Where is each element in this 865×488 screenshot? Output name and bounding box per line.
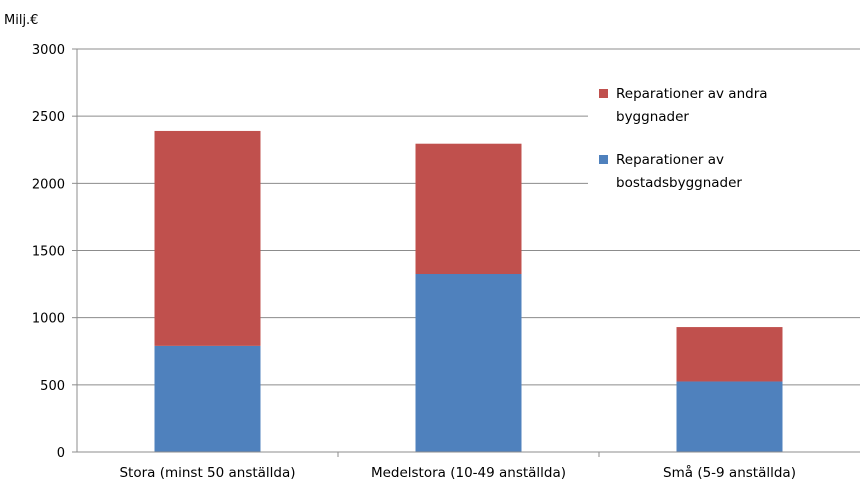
- y-tick-label: 2500: [32, 110, 65, 125]
- y-unit-label: Milj.€: [4, 13, 38, 28]
- bar-segment-andra-byggnader: [154, 130, 261, 346]
- bar-segment-bostadsbyggnader: [415, 274, 522, 452]
- legend-swatch: [599, 155, 608, 164]
- legend-label: byggnader: [616, 109, 689, 125]
- y-tick-label: 0: [57, 446, 65, 461]
- bar-segment-andra-byggnader: [676, 327, 783, 382]
- y-tick-labels: 0 500 1000 1500 2000 2500 3000: [32, 43, 65, 461]
- bar-segment-bostadsbyggnader: [676, 381, 783, 452]
- category-label: Små (5-9 anställda): [663, 464, 796, 481]
- bar-segment-andra-byggnader: [415, 143, 522, 275]
- legend-box: [588, 76, 860, 210]
- legend-label: bostadsbyggnader: [616, 175, 742, 191]
- y-tick-label: 1000: [32, 312, 65, 327]
- category-label: Medelstora (10-49 anställda): [371, 465, 566, 481]
- y-tick-label: 500: [40, 379, 65, 394]
- legend-label: Reparationer av: [616, 152, 724, 168]
- y-tick-label: 1500: [32, 245, 65, 260]
- category-label: Stora (minst 50 anställda): [119, 465, 295, 481]
- y-tick-label: 3000: [32, 43, 65, 58]
- category-labels: Stora (minst 50 anställda) Medelstora (10…: [119, 464, 796, 481]
- axes: [72, 48, 860, 457]
- legend-swatch: [599, 89, 608, 98]
- bars: [154, 130, 783, 452]
- legend: Reparationer av andra byggnader Reparation…: [588, 76, 860, 210]
- legend-label: Reparationer av andra: [616, 86, 768, 102]
- bar-segment-bostadsbyggnader: [154, 345, 261, 452]
- y-tick-label: 2000: [32, 177, 65, 192]
